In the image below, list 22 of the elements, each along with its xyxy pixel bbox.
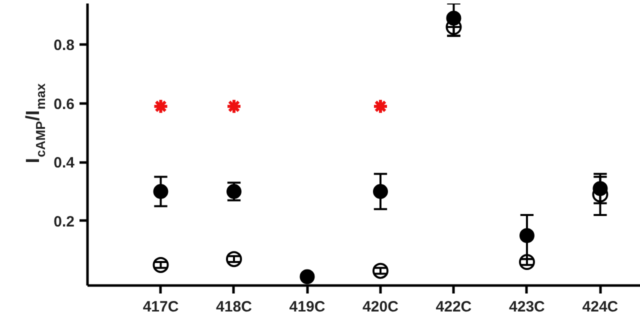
point — [226, 98, 242, 114]
x-tick-label: 420C — [362, 298, 399, 316]
y-axis-title: IcAMP/Imax — [23, 82, 48, 164]
x-tick-label: 424C — [582, 298, 618, 316]
point — [226, 251, 242, 268]
point — [372, 262, 388, 279]
x-tick-label: 422C — [436, 298, 472, 316]
y-tick-label: 0.8 — [54, 37, 75, 54]
point — [372, 184, 388, 199]
x-tick-label: 423C — [509, 298, 546, 316]
x-tick-label: 417C — [142, 298, 179, 316]
y-tick-label: 0.6 — [54, 96, 75, 113]
point — [518, 254, 535, 270]
x-tick-label: 419C — [289, 298, 326, 316]
y-tick-label: 0.4 — [54, 154, 76, 172]
point — [152, 256, 169, 273]
point — [153, 184, 168, 199]
point — [519, 228, 534, 244]
y-tick-label: 0.2 — [54, 213, 75, 230]
x-tick-label: 418C — [216, 298, 252, 316]
point — [152, 98, 169, 114]
point — [300, 269, 315, 284]
